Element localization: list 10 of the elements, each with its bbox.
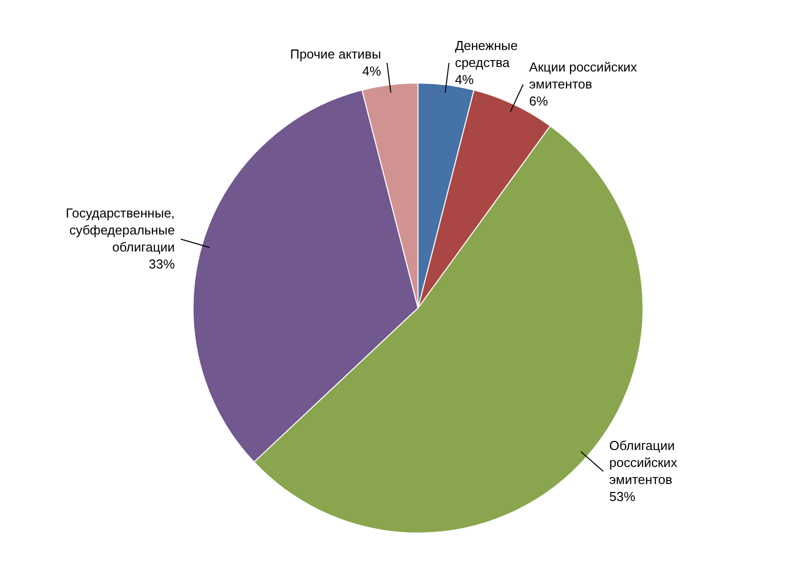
data-label: 53% (609, 488, 636, 504)
slice-label: Государственные, субфедеральные облигации (66, 206, 175, 255)
data-label: 4% (362, 63, 382, 78)
slice-label: Прочие активы (290, 46, 382, 62)
slice-label: Денежные средства (454, 38, 518, 70)
data-label: 4% (454, 72, 474, 87)
slice-label: Облигации российских эмитентов (609, 438, 678, 487)
data-label: 33% (148, 256, 176, 272)
slice-label: Акции российских эмитентов (529, 60, 638, 92)
data-label: 6% (529, 94, 548, 109)
